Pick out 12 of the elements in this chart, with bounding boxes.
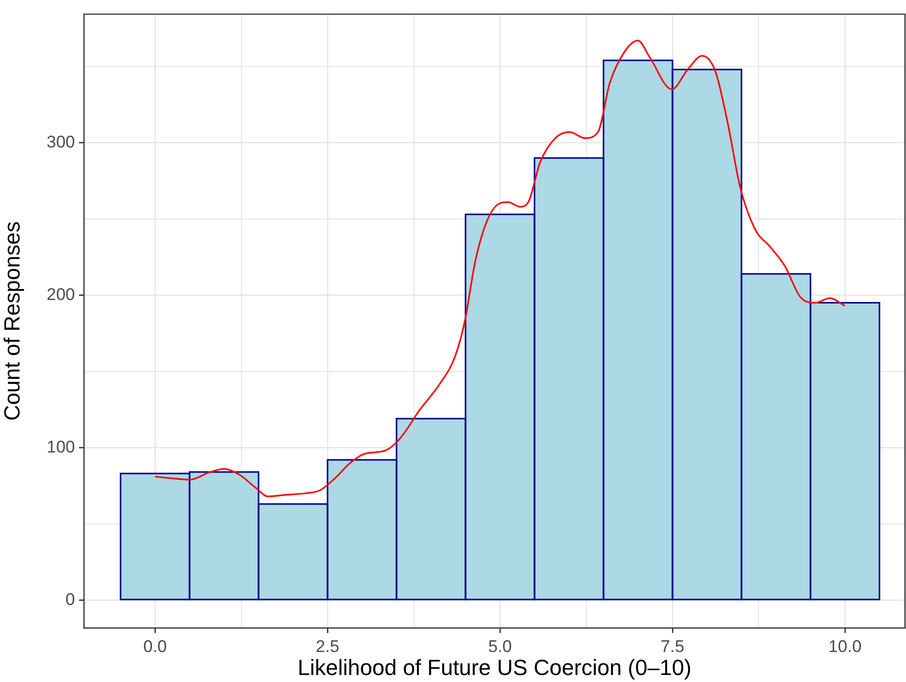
- x-tick-label: 2.5: [316, 636, 340, 656]
- x-axis-title: Likelihood of Future US Coercion (0–10): [298, 654, 692, 680]
- y-tick-label: 100: [46, 437, 75, 456]
- x-tick-label: 7.5: [660, 636, 684, 656]
- y-axis-title: Count of Responses: [0, 221, 24, 421]
- line-series: [154, 40, 846, 498]
- x-tick-label: 0.0: [143, 636, 167, 656]
- y-tick-label: 0: [66, 590, 75, 609]
- y-tick-label: 300: [46, 132, 75, 152]
- y-tick-label: 200: [46, 284, 75, 304]
- x-tick-label: 10.0: [828, 636, 862, 656]
- x-tick-label: 5.0: [488, 636, 512, 656]
